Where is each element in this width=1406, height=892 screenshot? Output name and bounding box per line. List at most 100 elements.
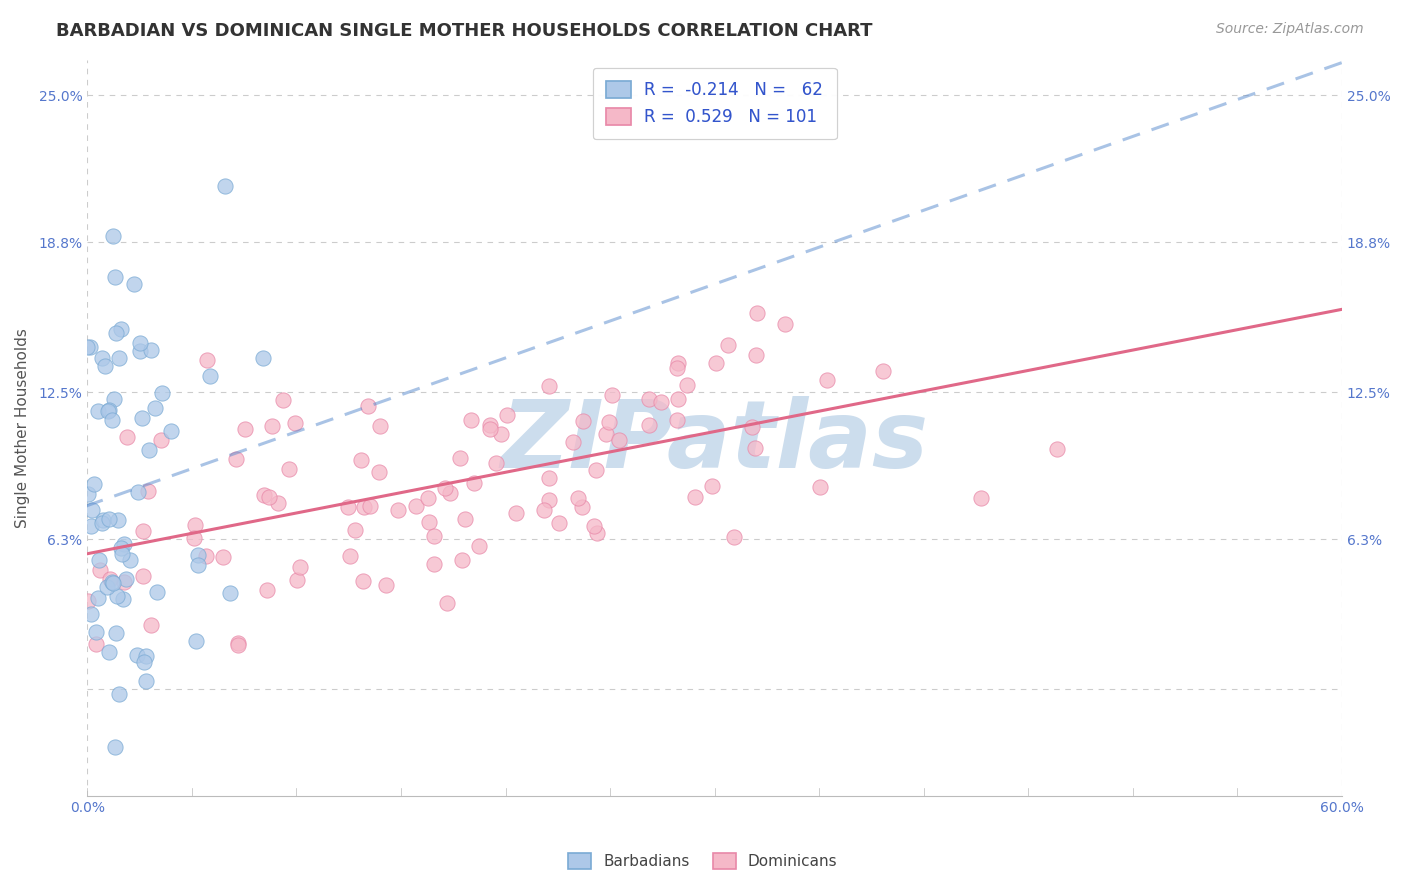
Point xyxy=(118,553,141,567)
Point xyxy=(467,539,489,553)
Point xyxy=(595,426,617,441)
Point xyxy=(122,277,145,291)
Point xyxy=(675,377,697,392)
Point xyxy=(460,413,482,427)
Point xyxy=(491,426,513,441)
Point xyxy=(87,591,110,605)
Point xyxy=(252,488,274,502)
Point xyxy=(97,404,120,418)
Point xyxy=(226,638,249,652)
Point xyxy=(105,589,128,603)
Point xyxy=(105,326,128,341)
Point xyxy=(773,317,796,331)
Point xyxy=(350,453,373,467)
Point xyxy=(87,404,110,418)
Point xyxy=(136,484,159,499)
Point xyxy=(107,513,129,527)
Point xyxy=(125,648,148,662)
Legend: R =  -0.214   N =   62, R =  0.529   N = 101: R = -0.214 N = 62, R = 0.529 N = 101 xyxy=(593,68,837,139)
Point xyxy=(101,575,124,590)
Point xyxy=(717,337,740,351)
Point xyxy=(135,673,157,688)
Point xyxy=(368,418,391,433)
Point xyxy=(108,351,131,366)
Point xyxy=(115,430,138,444)
Point xyxy=(139,618,162,632)
Point xyxy=(150,386,173,401)
Point xyxy=(423,558,446,572)
Point xyxy=(479,418,502,433)
Point xyxy=(98,645,121,659)
Point xyxy=(344,524,367,538)
Point xyxy=(86,625,108,640)
Point xyxy=(747,306,769,320)
Point xyxy=(450,553,472,567)
Point xyxy=(104,269,127,284)
Point xyxy=(89,553,111,567)
Point xyxy=(80,503,103,517)
Point xyxy=(115,573,138,587)
Point xyxy=(433,481,456,495)
Point xyxy=(84,637,107,651)
Point xyxy=(485,456,508,470)
Point xyxy=(356,399,378,413)
Point xyxy=(449,451,471,466)
Point xyxy=(183,531,205,545)
Point xyxy=(76,594,98,608)
Point xyxy=(745,348,768,362)
Point xyxy=(815,373,838,387)
Point xyxy=(436,596,458,610)
Point xyxy=(562,434,585,449)
Point xyxy=(359,499,381,513)
Point xyxy=(252,351,274,365)
Point xyxy=(108,688,131,702)
Point xyxy=(135,648,157,663)
Point xyxy=(104,739,127,754)
Point xyxy=(537,471,560,485)
Point xyxy=(600,387,623,401)
Point xyxy=(256,582,278,597)
Point xyxy=(423,529,446,543)
Point xyxy=(704,356,727,370)
Point xyxy=(187,558,209,573)
Point xyxy=(478,422,501,436)
Point xyxy=(112,537,135,551)
Point xyxy=(110,322,132,336)
Point xyxy=(505,506,527,520)
Point xyxy=(219,586,242,600)
Point xyxy=(138,442,160,457)
Point xyxy=(405,499,427,513)
Point xyxy=(104,626,127,640)
Point xyxy=(744,441,766,455)
Point xyxy=(97,512,120,526)
Point xyxy=(368,466,391,480)
Point xyxy=(463,476,485,491)
Point xyxy=(195,549,218,563)
Point xyxy=(336,500,359,514)
Point xyxy=(197,353,219,368)
Point xyxy=(112,575,135,590)
Point xyxy=(496,408,519,422)
Point xyxy=(184,518,207,533)
Point xyxy=(93,359,115,373)
Point xyxy=(374,578,396,592)
Point xyxy=(80,607,103,622)
Point xyxy=(76,341,98,355)
Point xyxy=(284,416,307,430)
Point xyxy=(572,413,595,427)
Point xyxy=(586,525,609,540)
Point xyxy=(571,500,593,515)
Point xyxy=(226,636,249,650)
Point xyxy=(101,576,124,591)
Point xyxy=(290,560,312,574)
Point xyxy=(257,491,280,505)
Point xyxy=(134,656,156,670)
Legend: Barbadians, Dominicans: Barbadians, Dominicans xyxy=(562,847,844,875)
Point xyxy=(547,516,569,531)
Point xyxy=(110,548,132,562)
Point xyxy=(233,422,256,436)
Point xyxy=(352,574,374,589)
Point xyxy=(146,585,169,599)
Text: ZIPatlas: ZIPatlas xyxy=(501,396,929,489)
Point xyxy=(285,573,308,587)
